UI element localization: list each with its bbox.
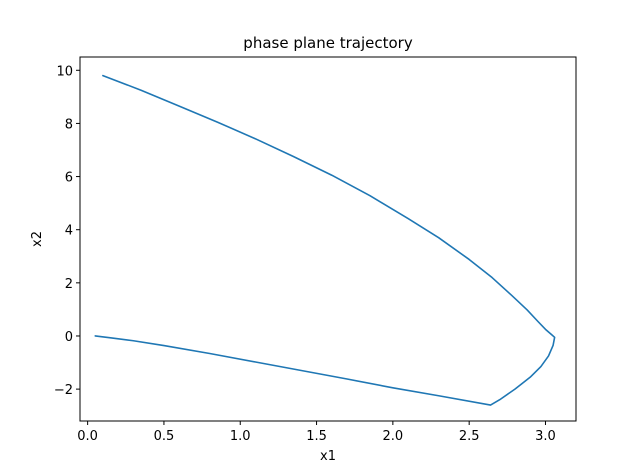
x-tick-label: 0.5 (154, 429, 175, 444)
x-axis-ticks: 0.0 0.5 1.0 1.5 2.0 2.5 3.0 (77, 421, 556, 444)
x-tick-label: 3.0 (535, 429, 556, 444)
plot-background (80, 57, 576, 421)
series-layer (94, 74, 556, 406)
trajectory-line-0 (94, 74, 556, 406)
y-tick-label: 2 (65, 277, 73, 292)
x-tick-label: 1.5 (306, 429, 327, 444)
y-tick-label: 8 (65, 117, 73, 132)
y-tick-label: 4 (65, 224, 73, 239)
y-axis-label: x2 (30, 231, 45, 247)
plot-frame (79, 56, 577, 422)
y-tick-label: 0 (65, 330, 73, 345)
y-tick-label: 10 (56, 64, 73, 79)
x-axis-label: x1 (320, 449, 336, 464)
y-axis-ticks: −2 0 2 4 6 8 10 (54, 64, 80, 398)
x-tick-label: 2.0 (383, 429, 404, 444)
x-tick-label: 2.5 (459, 429, 480, 444)
y-tick-label: 6 (65, 171, 73, 186)
y-tick-label: −2 (54, 383, 73, 398)
x-tick-label: 1.0 (230, 429, 251, 444)
chart-title: phase plane trajectory (243, 34, 413, 52)
x-tick-label: 0.0 (77, 429, 98, 444)
